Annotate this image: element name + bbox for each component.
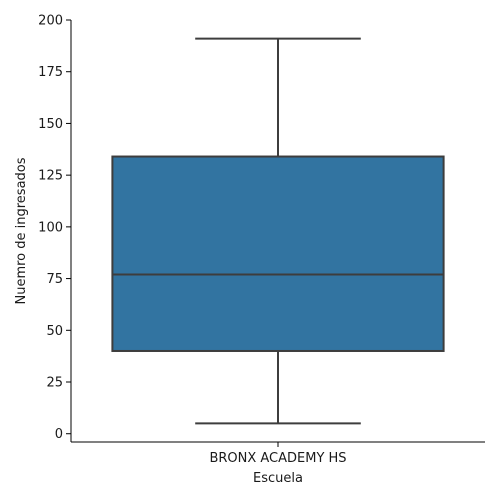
y-tick-label: 0 xyxy=(55,427,63,442)
boxes xyxy=(111,37,445,425)
y-tick-label: 200 xyxy=(38,14,63,29)
box-group xyxy=(111,37,445,425)
y-tick-label: 150 xyxy=(38,117,63,132)
x-tick-label: BRONX ACADEMY HS xyxy=(209,451,346,466)
y-axis-ticks: 0 25 50 75 100 125 150 175 200 xyxy=(38,14,71,442)
y-tick-label: 50 xyxy=(46,324,63,339)
y-tick-label: 75 xyxy=(46,272,63,287)
y-tick-label: 125 xyxy=(38,169,63,184)
y-tick-label: 100 xyxy=(38,220,63,235)
x-axis-ticks: BRONX ACADEMY HS xyxy=(209,442,347,466)
x-axis-label: Escuela xyxy=(253,471,303,486)
iqr-box xyxy=(111,155,445,352)
y-tick-label: 25 xyxy=(46,376,63,391)
y-tick-label: 175 xyxy=(38,65,63,80)
y-axis-label: Nuemro de ingresados xyxy=(14,157,29,304)
